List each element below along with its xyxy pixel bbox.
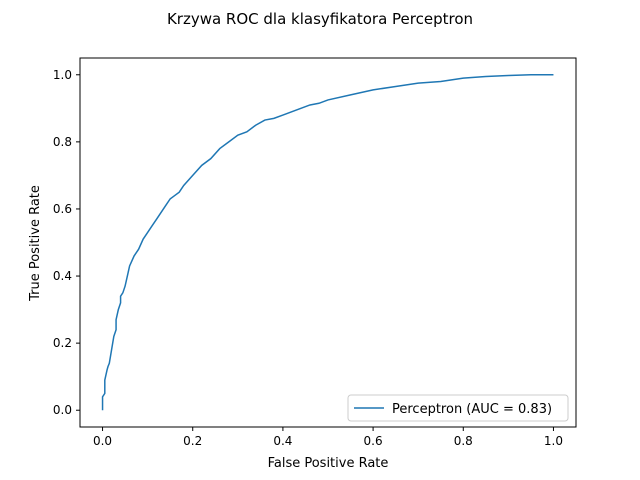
y-tick-label: 0.8 [53,135,72,149]
legend-box [347,394,569,422]
axes-frame [79,57,577,428]
legend: Perceptron (AUC = 0.83) [347,394,569,422]
chart-title: Krzywa ROC dla klasyfikatora Perceptron [167,10,473,28]
x-tick-label: 0.8 [454,434,473,448]
x-axis-label: False Positive Rate [268,456,389,471]
x-tick-label: 0.2 [183,434,202,448]
legend-label: Perceptron (AUC = 0.83) [392,402,552,417]
y-tick-label: 1.0 [53,68,72,82]
x-axis-ticks: 0.0 0.2 0.4 0.6 0.8 1.0 [93,427,563,448]
x-tick-label: 0.6 [364,434,383,448]
x-tick-label: 1.0 [544,434,563,448]
plot-area [79,57,577,428]
x-tick-label: 0.4 [273,434,292,448]
y-axis-label: True Positive Rate [28,185,43,302]
y-tick-label: 0.6 [53,202,72,216]
y-tick-label: 0.2 [53,336,72,350]
x-tick-label: 0.0 [93,434,112,448]
y-axis-ticks: 0.0 0.2 0.4 0.6 0.8 1.0 [53,68,80,417]
roc-curve-line [101,74,554,411]
y-tick-label: 0.0 [53,403,72,417]
y-tick-label: 0.4 [53,269,72,283]
